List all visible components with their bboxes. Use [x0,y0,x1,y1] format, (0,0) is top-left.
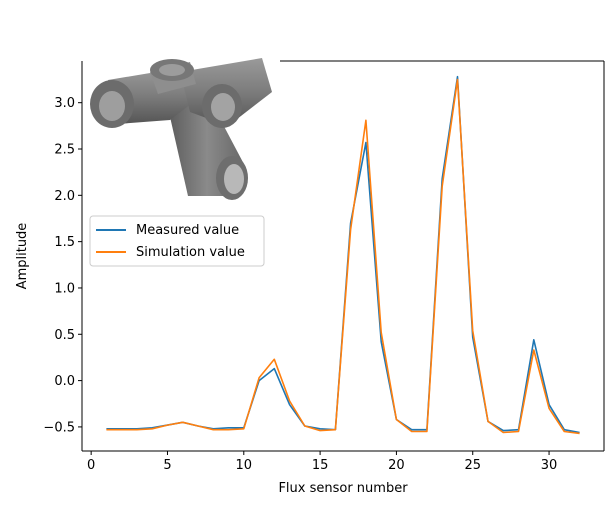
x-tick-label: 25 [464,458,481,473]
y-axis-ticks: −0.5 0.0 0.5 1.0 1.5 2.0 2.5 3.0 [43,96,82,435]
x-axis-ticks: 0 5 10 15 20 25 30 [87,451,557,473]
y-axis-label: Amplitude [15,223,30,290]
y-tick-label: 2.5 [54,143,75,158]
series-line-simulation [106,78,580,435]
y-tick-label: 1.5 [54,235,75,250]
legend: Measured value Simulation value [89,215,265,267]
y-tick-label: 3.0 [54,96,75,111]
x-tick-label: 30 [541,458,558,473]
legend-box [89,215,265,267]
x-tick-label: 10 [236,458,253,473]
x-tick-label: 20 [388,458,405,473]
series-layer [106,75,580,435]
y-tick-label: −0.5 [43,420,75,435]
y-tick-label: 2.0 [54,189,75,204]
axes [81,60,605,452]
x-tick-label: 15 [312,458,329,473]
legend-label-simulation: Simulation value [136,245,245,260]
y-tick-label: 0.0 [54,374,75,389]
legend-label-measured: Measured value [136,223,239,238]
y-tick-label: 0.5 [54,328,75,343]
x-tick-label: 5 [163,458,171,473]
x-axis-label: Flux sensor number [278,481,408,496]
y-tick-label: 1.0 [54,281,75,296]
x-tick-label: 0 [87,458,95,473]
pipe-junction-render-image [90,58,272,200]
